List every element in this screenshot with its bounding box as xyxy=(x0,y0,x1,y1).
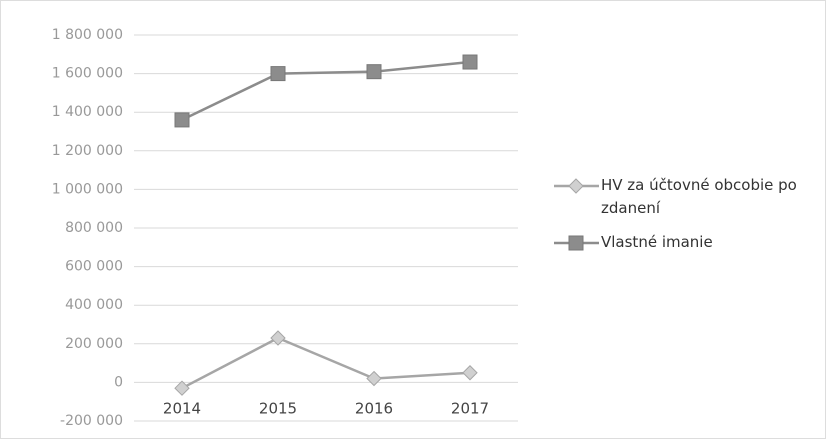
series-line xyxy=(181,60,471,122)
x-tick-label: 2016 xyxy=(355,400,393,418)
data-point xyxy=(462,54,478,70)
legend-marker xyxy=(568,235,584,251)
data-point xyxy=(366,370,382,387)
data-point xyxy=(270,66,286,82)
y-tick-label: 0 xyxy=(114,374,123,390)
x-tick-label: 2017 xyxy=(451,400,489,418)
data-point xyxy=(174,380,190,396)
data-point xyxy=(174,112,190,128)
series-line xyxy=(181,336,471,390)
y-tick-label: 200 000 xyxy=(65,336,123,352)
x-tick-label: 2015 xyxy=(259,400,297,418)
data-point xyxy=(462,365,478,381)
y-tick-label: 600 000 xyxy=(65,259,123,275)
x-tick-label: 2014 xyxy=(163,400,201,418)
y-tick-label: -200 000 xyxy=(60,413,123,429)
y-tick-label: 1 600 000 xyxy=(52,66,123,82)
legend-label: Vlastné imanie xyxy=(601,233,713,251)
y-tick-label: 1 400 000 xyxy=(52,104,123,120)
legend-marker xyxy=(568,178,584,194)
y-tick-label: 1 000 000 xyxy=(52,181,123,197)
data-point xyxy=(366,64,382,80)
data-point xyxy=(270,330,286,346)
y-tick-label: 400 000 xyxy=(65,297,123,313)
y-tick-label: 1 800 000 xyxy=(52,27,123,43)
y-tick-label: 1 200 000 xyxy=(52,143,123,159)
legend-label: HV za účtovné obcobie po zdanení xyxy=(601,176,797,217)
y-tick-label: 800 000 xyxy=(65,220,123,236)
